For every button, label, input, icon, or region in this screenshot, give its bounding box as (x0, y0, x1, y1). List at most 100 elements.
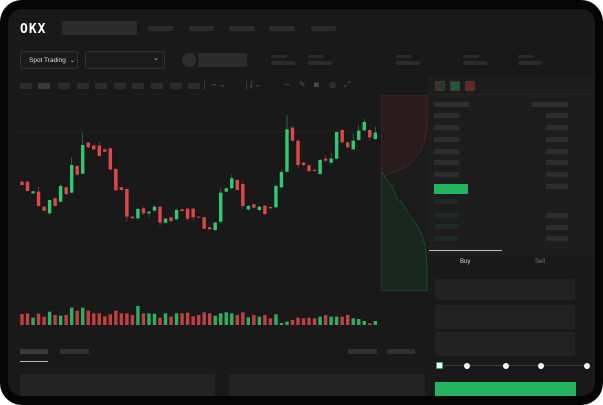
volume-bar (301, 318, 306, 325)
volume-bar (241, 312, 245, 325)
candlestick-chart[interactable] (8, 9, 595, 396)
ask-row-amount[interactable] (546, 172, 568, 177)
positions-card (229, 374, 425, 396)
candle-body (323, 158, 328, 161)
bid-row-price[interactable] (434, 213, 458, 218)
bid-row-amount[interactable] (546, 236, 568, 241)
ask-row-amount[interactable] (546, 160, 568, 165)
volume-bar (329, 316, 333, 325)
interval-button[interactable] (20, 83, 32, 89)
volume-bar (97, 313, 101, 325)
nav-item[interactable] (229, 26, 255, 31)
price-input[interactable] (435, 279, 575, 300)
candle-body (219, 192, 223, 222)
volume-bar (290, 320, 295, 325)
bid-row-amount[interactable] (546, 213, 568, 218)
slider-mark-100[interactable] (584, 363, 590, 369)
settings-icon[interactable]: ◎ (329, 80, 336, 89)
candle-body (224, 188, 228, 192)
candle-body (69, 165, 74, 193)
filter-button[interactable] (387, 349, 415, 354)
slider-mark-50[interactable] (503, 363, 509, 369)
amount-slider[interactable] (439, 365, 587, 366)
ask-row-amount[interactable] (546, 149, 568, 154)
tab-order-history[interactable] (60, 349, 89, 354)
okx-logo[interactable]: OKX (20, 22, 47, 37)
bid-row-price[interactable] (434, 236, 458, 241)
ask-row-price[interactable] (434, 125, 459, 130)
ask-row-amount[interactable] (546, 184, 568, 189)
nav-item[interactable] (311, 26, 336, 31)
ask-row-price[interactable] (434, 172, 459, 177)
candle (64, 186, 68, 195)
bid-row-amount[interactable] (546, 225, 568, 230)
interval-button[interactable] (132, 83, 144, 89)
pair-dropdown[interactable]: ⌄ (85, 51, 165, 69)
orderbook-both-icon[interactable] (435, 81, 445, 91)
ask-row-amount[interactable] (546, 137, 568, 142)
volume-bar (163, 313, 168, 325)
line-icon[interactable]: ∼ (284, 80, 291, 89)
nav-item[interactable] (148, 26, 173, 31)
candle-body (318, 160, 322, 174)
candle (31, 191, 35, 194)
candle-body (285, 129, 289, 172)
orderbook-bids-icon[interactable] (450, 81, 460, 91)
tab-underline (20, 361, 48, 362)
filter-button[interactable] (348, 349, 377, 354)
candle-body (296, 140, 300, 165)
candle (130, 216, 135, 219)
camera-icon[interactable]: ◙ (314, 80, 319, 89)
candle-body (257, 206, 262, 210)
candle-body (230, 178, 234, 189)
interval-button[interactable] (95, 83, 107, 89)
tab-sell[interactable]: Sell (535, 259, 546, 265)
candle (36, 186, 41, 207)
candle-type-icon[interactable]: ⌁ ⌄ (212, 80, 226, 89)
ask-row-price[interactable] (434, 149, 459, 154)
market-type-dropdown[interactable]: Spot Trading ⌄ (20, 51, 78, 69)
candle (307, 164, 311, 173)
volume-bar (219, 313, 223, 325)
pencil-icon[interactable]: ✎ (299, 80, 306, 89)
candle-body (53, 198, 57, 206)
nav-item[interactable] (269, 26, 295, 31)
total-input[interactable] (435, 332, 575, 356)
buy-button[interactable] (435, 382, 576, 396)
tab-buy[interactable]: Buy (460, 259, 471, 265)
bid-row-price[interactable] (434, 224, 458, 229)
indicator-icon[interactable]: ʄ ⌄ (250, 80, 262, 89)
slider-mark-25[interactable] (464, 363, 470, 369)
search-bar[interactable] (62, 21, 137, 35)
interval-button[interactable] (151, 83, 163, 89)
ask-row-amount[interactable] (546, 125, 568, 130)
ask-row-price[interactable] (434, 113, 459, 118)
ask-row-price[interactable] (434, 137, 459, 142)
amount-input[interactable] (435, 305, 575, 329)
slider-mark-75[interactable] (538, 363, 544, 369)
volume-bar (92, 313, 96, 325)
interval-button[interactable] (58, 83, 70, 89)
ask-row-price[interactable] (434, 160, 459, 165)
bid-row-price[interactable] (434, 199, 458, 204)
candle-body (136, 209, 140, 219)
nav-item[interactable] (189, 26, 214, 31)
tab-open-orders[interactable] (20, 349, 48, 354)
candle (119, 186, 124, 191)
interval-button-active[interactable] (38, 83, 50, 89)
slider-handle[interactable] (436, 362, 443, 369)
ask-row-amount[interactable] (546, 113, 568, 118)
candle-body (119, 187, 124, 190)
interval-button[interactable] (188, 83, 200, 89)
candle (169, 216, 173, 223)
interval-button[interactable] (170, 83, 182, 89)
price-placeholder (198, 53, 247, 67)
orderbook-asks-icon[interactable] (465, 81, 475, 91)
candle (185, 208, 190, 221)
candle (25, 181, 30, 192)
volume-bar (108, 314, 113, 325)
candle (136, 208, 140, 220)
interval-button[interactable] (77, 83, 89, 89)
fullscreen-icon[interactable]: ⤢ (344, 80, 351, 89)
interval-button[interactable] (114, 83, 126, 89)
